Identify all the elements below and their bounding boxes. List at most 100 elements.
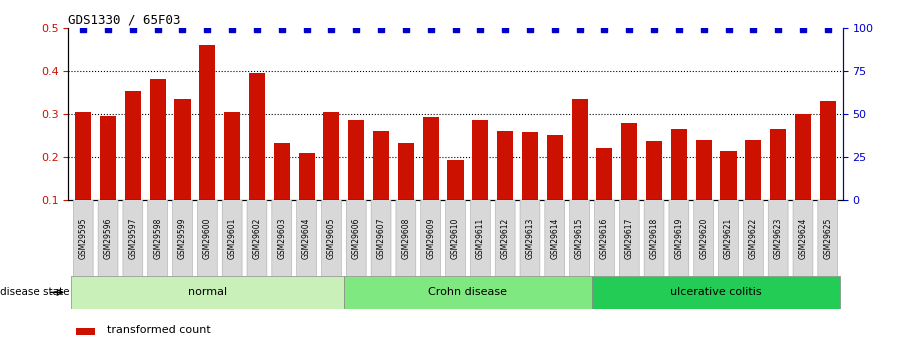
Text: transformed count: transformed count <box>107 325 210 335</box>
FancyBboxPatch shape <box>322 196 342 280</box>
Text: GSM29624: GSM29624 <box>798 217 807 259</box>
Bar <box>125 91 141 243</box>
Text: GSM29596: GSM29596 <box>104 217 113 259</box>
Text: GSM29613: GSM29613 <box>526 217 535 259</box>
FancyBboxPatch shape <box>595 196 614 280</box>
Bar <box>149 79 166 243</box>
FancyBboxPatch shape <box>644 196 664 280</box>
FancyBboxPatch shape <box>619 196 640 280</box>
Bar <box>696 140 711 243</box>
Text: GSM29602: GSM29602 <box>252 217 261 259</box>
Text: GSM29600: GSM29600 <box>203 217 212 259</box>
Bar <box>597 148 612 243</box>
Bar <box>398 143 414 243</box>
Text: GSM29625: GSM29625 <box>824 217 833 259</box>
FancyBboxPatch shape <box>743 196 763 280</box>
Bar <box>224 112 241 243</box>
Bar <box>522 132 538 243</box>
Bar <box>77 328 96 335</box>
FancyBboxPatch shape <box>719 196 739 280</box>
Text: GSM29608: GSM29608 <box>402 217 410 259</box>
FancyBboxPatch shape <box>123 196 143 280</box>
Bar <box>547 135 563 243</box>
FancyBboxPatch shape <box>421 196 441 280</box>
Bar <box>621 124 638 243</box>
Bar <box>571 99 588 243</box>
Bar <box>249 73 265 243</box>
Text: GSM29610: GSM29610 <box>451 217 460 259</box>
FancyBboxPatch shape <box>98 196 118 280</box>
Text: GSM29598: GSM29598 <box>153 217 162 259</box>
Text: GSM29606: GSM29606 <box>352 217 361 259</box>
Bar <box>745 140 762 243</box>
FancyBboxPatch shape <box>297 196 316 280</box>
Text: GSM29597: GSM29597 <box>128 217 138 259</box>
Text: GDS1330 / 65F03: GDS1330 / 65F03 <box>68 13 180 27</box>
Bar <box>373 131 389 243</box>
Bar <box>447 160 464 243</box>
Text: normal: normal <box>188 287 227 297</box>
FancyBboxPatch shape <box>669 196 689 280</box>
FancyBboxPatch shape <box>793 196 813 280</box>
FancyBboxPatch shape <box>73 196 93 280</box>
FancyBboxPatch shape <box>198 196 217 280</box>
Bar <box>343 276 592 309</box>
Bar <box>646 141 662 243</box>
FancyBboxPatch shape <box>271 196 292 280</box>
FancyBboxPatch shape <box>470 196 490 280</box>
Text: GSM29614: GSM29614 <box>550 217 559 259</box>
Bar <box>323 112 340 243</box>
FancyBboxPatch shape <box>396 196 415 280</box>
Bar <box>71 276 343 309</box>
Bar <box>497 131 513 243</box>
FancyBboxPatch shape <box>496 196 515 280</box>
Bar <box>273 143 290 243</box>
Text: GSM29623: GSM29623 <box>773 217 783 259</box>
Text: ulcerative colitis: ulcerative colitis <box>670 287 762 297</box>
Text: GSM29622: GSM29622 <box>749 217 758 259</box>
FancyBboxPatch shape <box>445 196 466 280</box>
Bar <box>770 129 786 243</box>
Text: GSM29603: GSM29603 <box>277 217 286 259</box>
Bar <box>670 129 687 243</box>
Bar <box>472 120 488 243</box>
FancyBboxPatch shape <box>222 196 242 280</box>
Text: GSM29607: GSM29607 <box>376 217 385 259</box>
Bar <box>820 101 836 243</box>
FancyBboxPatch shape <box>818 196 838 280</box>
FancyBboxPatch shape <box>371 196 391 280</box>
FancyBboxPatch shape <box>545 196 565 280</box>
Bar <box>100 116 116 243</box>
Bar <box>75 112 91 243</box>
Text: GSM29595: GSM29595 <box>78 217 87 259</box>
FancyBboxPatch shape <box>148 196 168 280</box>
Text: GSM29605: GSM29605 <box>327 217 336 259</box>
Bar <box>592 276 840 309</box>
FancyBboxPatch shape <box>520 196 540 280</box>
Text: GSM29615: GSM29615 <box>575 217 584 259</box>
FancyBboxPatch shape <box>172 196 192 280</box>
Text: GSM29619: GSM29619 <box>674 217 683 259</box>
Text: GSM29620: GSM29620 <box>699 217 708 259</box>
Bar <box>795 114 811 243</box>
Bar <box>200 45 215 243</box>
Text: GSM29599: GSM29599 <box>178 217 187 259</box>
Text: GSM29618: GSM29618 <box>650 217 659 259</box>
Text: GSM29621: GSM29621 <box>724 217 733 259</box>
Text: GSM29617: GSM29617 <box>625 217 634 259</box>
Bar <box>174 99 190 243</box>
Bar <box>299 152 314 243</box>
FancyBboxPatch shape <box>569 196 589 280</box>
Text: GSM29609: GSM29609 <box>426 217 435 259</box>
FancyBboxPatch shape <box>346 196 366 280</box>
FancyBboxPatch shape <box>247 196 267 280</box>
FancyBboxPatch shape <box>768 196 788 280</box>
Text: GSM29612: GSM29612 <box>501 217 509 259</box>
Text: GSM29611: GSM29611 <box>476 217 485 259</box>
Text: disease state: disease state <box>0 287 69 297</box>
Text: Crohn disease: Crohn disease <box>428 287 507 297</box>
FancyBboxPatch shape <box>694 196 713 280</box>
Bar <box>721 150 737 243</box>
Text: GSM29604: GSM29604 <box>302 217 311 259</box>
Bar <box>423 117 439 243</box>
